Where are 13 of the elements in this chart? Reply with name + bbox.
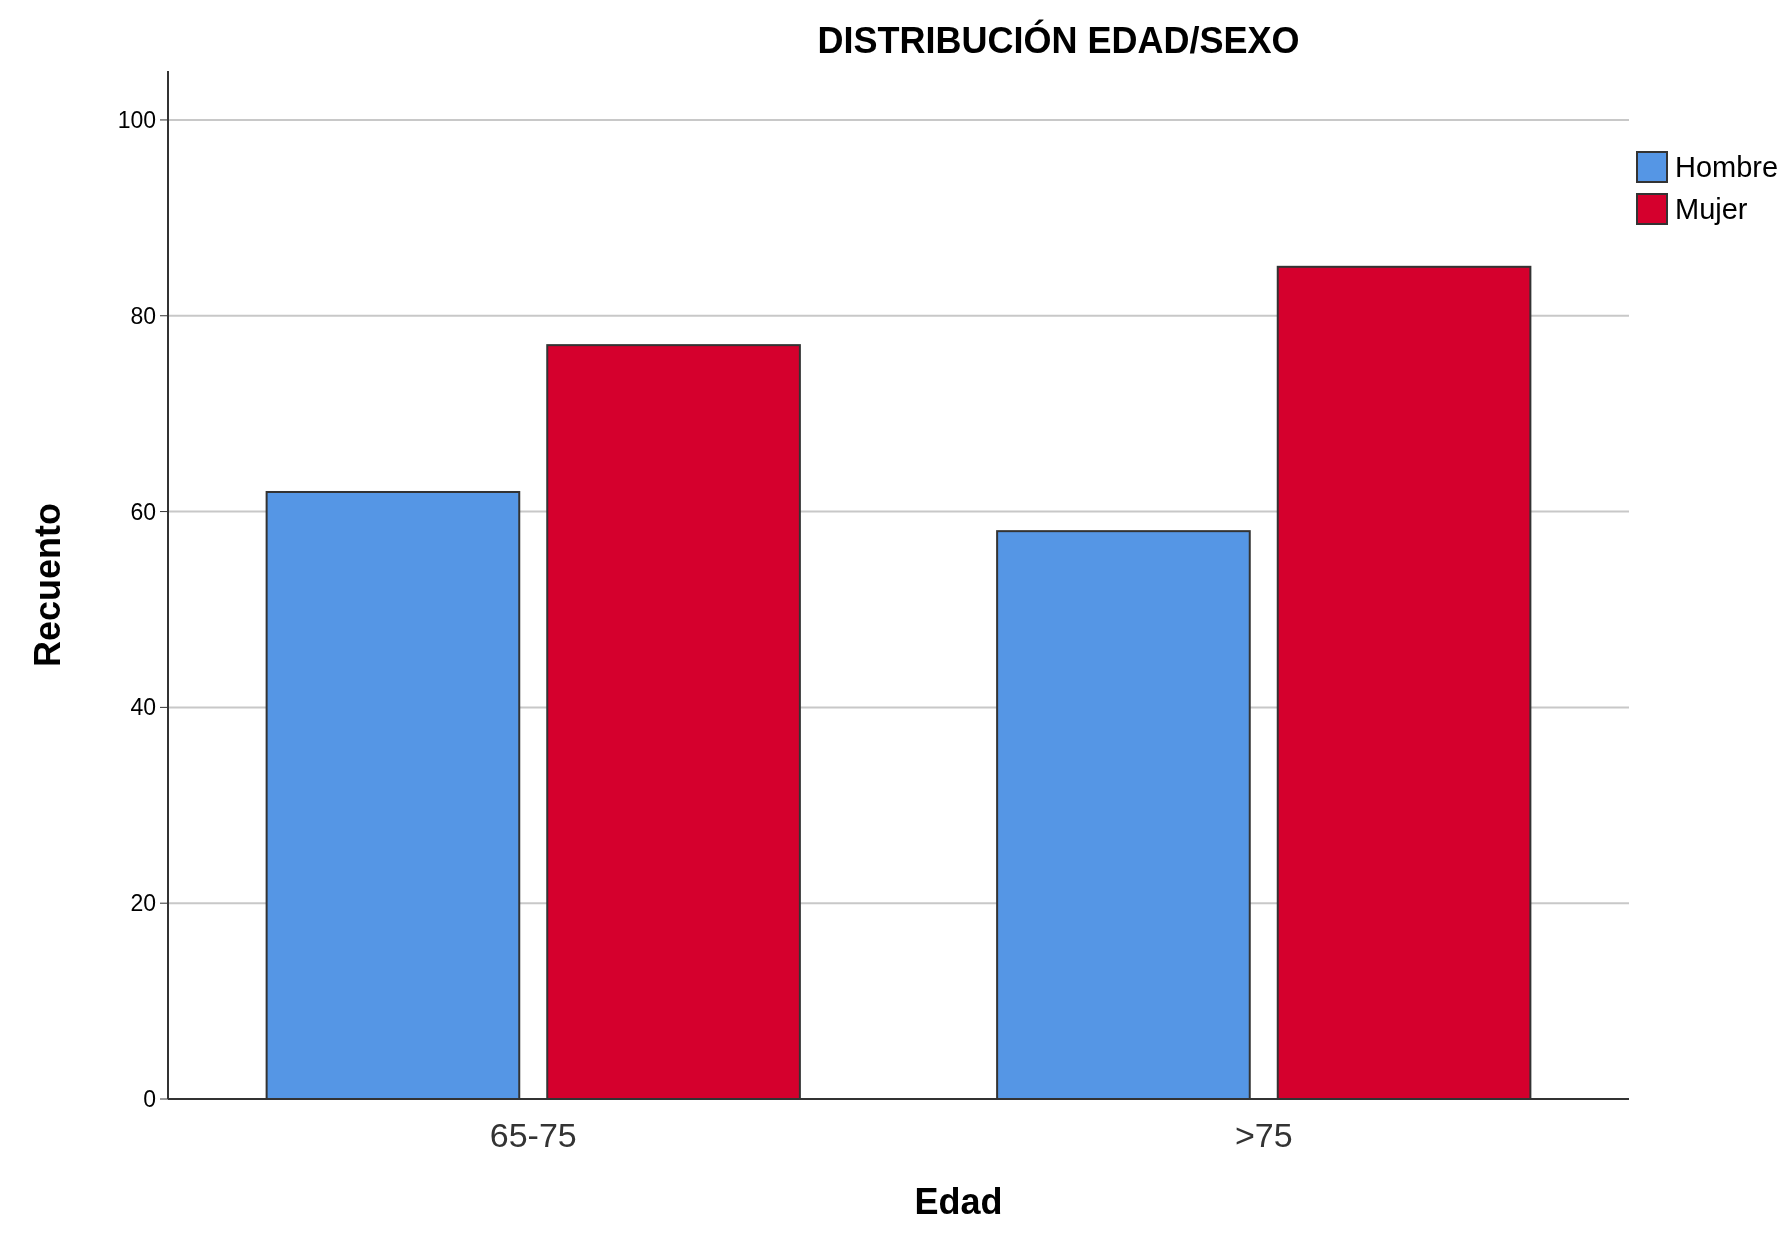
y-tick-label: 80 xyxy=(130,302,156,329)
y-tick-label: 20 xyxy=(130,890,156,917)
y-tick-label: 40 xyxy=(130,694,156,721)
y-tick-label: 100 xyxy=(117,107,156,133)
y-tick-label: 60 xyxy=(130,498,156,525)
chart-title: DISTRIBUCIÓN EDAD/SEXO xyxy=(817,19,1300,61)
legend-label: Hombre xyxy=(1675,151,1779,184)
legend-label: Mujer xyxy=(1675,193,1748,226)
x-tick-label: 65-75 xyxy=(489,1116,577,1154)
x-tick-label: >75 xyxy=(1234,1116,1293,1154)
y-tick-label: 0 xyxy=(143,1086,156,1113)
x-axis-title: Edad xyxy=(914,1181,1003,1222)
y-axis-title: Recuento xyxy=(27,502,68,668)
